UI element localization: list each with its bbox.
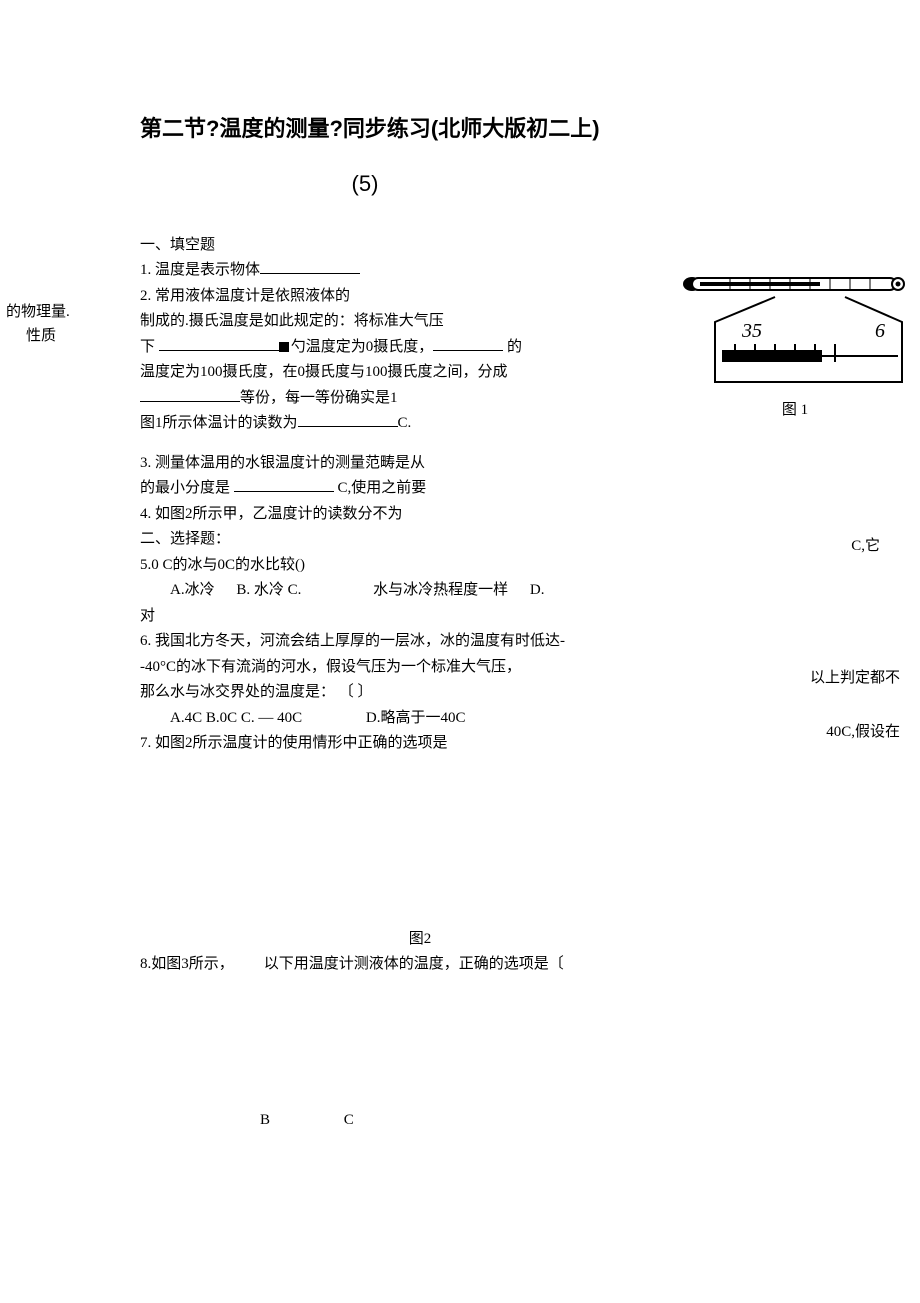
question-6-options: A.4C B.0C C. — 40C D.略高于一40C [140,706,700,732]
question-1: 1. 温度是表示物体 [140,258,700,284]
question-2-line5: 等份，每一等份确实是1 [140,386,700,412]
opt-b-label[interactable]: B [260,1108,340,1134]
q6-right-fragment: 40C,假设在 [826,720,900,746]
question-6-line1: 6. 我国北方冬天，河流会结上厚厚的一层冰，冰的温度有时低达- [140,629,700,655]
thermo-scale-6: 6 [875,320,885,342]
figure-1-label: 图 1 [680,398,910,424]
figure-2-label: 图2 [140,927,700,953]
question-5-end: 对 [140,604,700,630]
margin-note-property: 性质 [26,324,56,350]
margin-note-physics: 的物理量. [6,300,70,326]
blank-q2c[interactable] [140,386,240,402]
page-subtitle: (5) [140,165,590,202]
question-6-line3: 那么水与冰交界处的温度是： 〔 〕 [140,680,700,706]
q5-opt-a[interactable]: A.冰冷 [170,578,215,604]
q5-right-fragment: 以上判定都不 [810,666,900,692]
question-2-line1: 2. 常用液体温度计是依照液体的 [140,284,700,310]
section-2-heading: 二、选择题： [140,527,700,553]
question-4: 4. 如图2所示甲，乙温度计的读数分不为 [140,502,700,528]
question-7: 7. 如图2所示温度计的使用情形中正确的选项是 [140,731,700,757]
section-1-heading: 一、填空题 [140,233,700,259]
bc-option-row: B C [140,1108,700,1134]
question-3-line1: 3. 测量体温用的水银温度计的测量范畴是从 [140,451,700,477]
question-2-line6: 图1所示体温计的读数为C. [140,411,700,437]
question-2-line4: 温度定为100摄氏度，在0摄氏度与100摄氏度之间，分成 [140,360,700,386]
question-2-line2: 制成的.摄氏温度是如此规定的：将标准大气压 [140,309,700,335]
blank-q3[interactable] [234,476,334,492]
thermo-scale-35: 35 [741,320,762,342]
blank-q1[interactable] [260,258,360,274]
question-3-line2: 的最小分度是 C,使用之前要 [140,476,700,502]
thermometer-svg: 35 6 [680,272,910,392]
question-6-line2: -40°C的冰下有流淌的河水，假设气压为一个标准大气压， [140,655,700,681]
black-square-icon [279,342,289,352]
blank-q2b[interactable] [433,335,503,351]
question-5-options: A.冰冷 B. 水冷 C. 水与冰冷热程度一样 D. [140,578,700,604]
q6-opts-abc[interactable]: A.4C B.0C C. — 40C [170,710,302,726]
question-8: 8.如图3所示，以下用温度计测液体的温度，正确的选项是〔 [140,952,700,978]
q5-opt-c-text: 水与冰冷热程度一样 [373,578,508,604]
question-2-line3: 下 勺温度定为0摄氏度， 的 [140,335,700,361]
q5-opt-d[interactable]: D. [530,578,545,604]
question-5: 5.0 C的冰与0C的水比较() [140,553,700,579]
q6-opt-d[interactable]: D.略高于一40C [366,710,466,726]
figure-1-thermometer: 35 6 图 1 [680,272,910,424]
q3-right-fragment: C,它 [851,534,880,560]
blank-q2a[interactable] [159,335,279,351]
page-title: 第二节?温度的测量?同步练习(北师大版初二上) [140,110,890,147]
opt-c-label[interactable]: C [344,1112,354,1128]
blank-q2d[interactable] [298,411,398,427]
q5-opt-bc[interactable]: B. 水冷 C. [236,578,301,604]
